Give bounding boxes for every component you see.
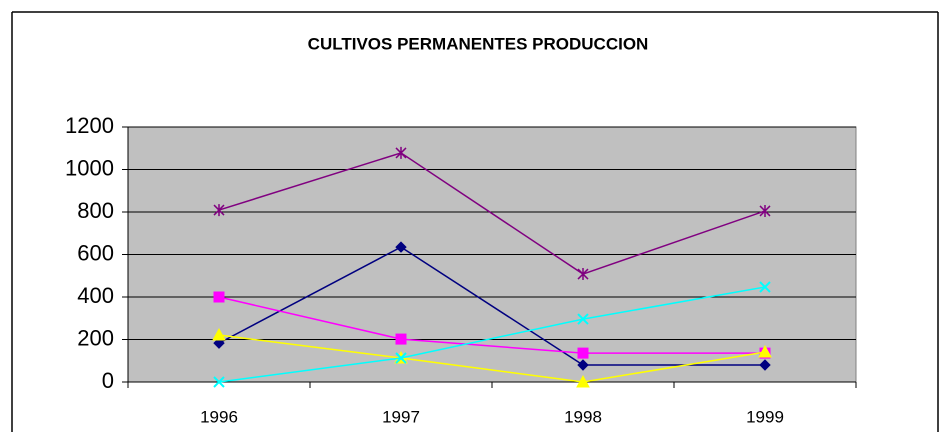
marker (395, 146, 407, 159)
marker (759, 204, 771, 217)
marker (395, 241, 407, 253)
x-tick-label: 1996 (200, 407, 238, 426)
y-tick-label: 1200 (65, 113, 114, 138)
marker (213, 204, 225, 217)
chart-title: CULTIVOS PERMANENTES PRODUCCION (308, 34, 649, 53)
marker (758, 344, 772, 358)
y-tick-label: 0 (102, 368, 114, 393)
series-line (218, 286, 766, 383)
marker (577, 313, 589, 325)
x-tick-label: 1998 (564, 407, 602, 426)
marker (759, 281, 771, 293)
marker (212, 327, 226, 341)
marker (395, 333, 407, 345)
marker (577, 347, 589, 359)
y-tick-label: 1000 (65, 155, 114, 180)
series-line (218, 296, 765, 354)
marker (577, 359, 589, 371)
y-tick-label: 200 (77, 325, 114, 350)
series-line (218, 334, 766, 383)
marker (576, 374, 590, 388)
marker (395, 352, 407, 364)
y-tick-label: 800 (77, 198, 114, 223)
series-line (218, 152, 766, 275)
series-line (218, 246, 765, 366)
marker (759, 359, 771, 371)
marker (213, 291, 225, 303)
marker (577, 268, 589, 281)
marker (213, 337, 225, 349)
marker (213, 376, 225, 388)
y-tick-label: 600 (77, 240, 114, 265)
x-tick-label: 1997 (382, 407, 420, 426)
y-tick-label: 400 (77, 283, 114, 308)
x-tick-label: 1999 (746, 407, 784, 426)
